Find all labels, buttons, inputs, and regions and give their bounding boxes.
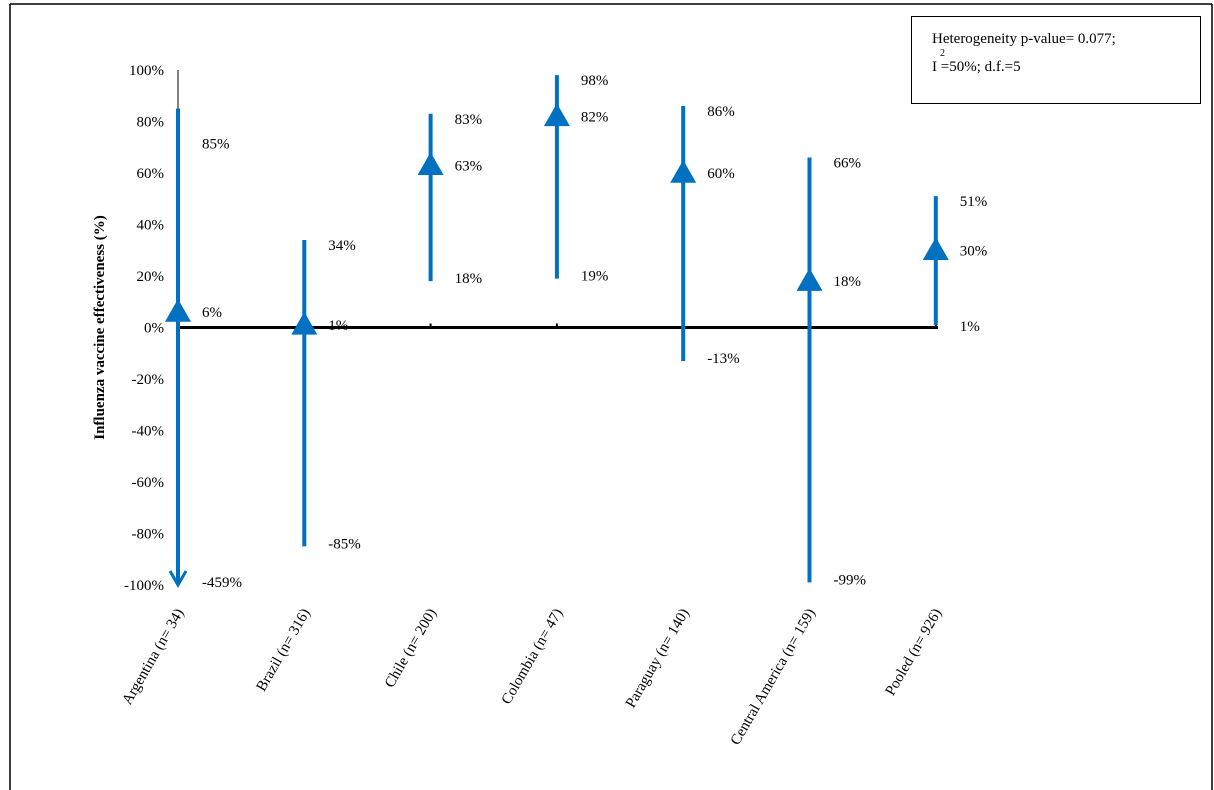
y-tick-label: -100% [124, 578, 164, 594]
category-label: Chile (n= 200) [382, 606, 440, 691]
lower-bound-label: 1% [960, 319, 980, 335]
y-tick-label: -60% [132, 475, 165, 491]
y-tick-label: -20% [132, 372, 165, 388]
category-label: Brazil (n= 316) [254, 606, 314, 694]
estimate-label: 6% [202, 305, 222, 321]
i-squared-text: I =50%; d.f.=5 [932, 59, 1021, 75]
upper-bound-label: 98% [581, 73, 609, 89]
upper-bound-label: 85% [202, 137, 230, 153]
estimate-label: 18% [834, 274, 862, 290]
category-label: Pooled (n= 926) [883, 606, 946, 699]
y-tick-label: -80% [132, 527, 165, 543]
lower-bound-label: -13% [707, 351, 740, 367]
category-label: Colombia (n= 47) [499, 606, 567, 707]
estimate-label: 82% [581, 109, 609, 125]
upper-bound-label: 34% [328, 238, 356, 254]
lower-bound-label: -459% [202, 575, 242, 591]
point-estimate-marker [670, 160, 697, 183]
y-tick-label: 20% [137, 269, 165, 285]
lower-bound-label: -99% [834, 572, 867, 588]
upper-bound-label: 86% [707, 104, 735, 120]
estimate-label: 60% [707, 166, 735, 182]
estimate-label: 1% [328, 318, 348, 334]
category-label: Argentina (n= 34) [120, 606, 188, 708]
y-tick-label: 60% [137, 166, 165, 182]
estimate-label: 63% [455, 158, 483, 174]
upper-bound-label: 51% [960, 194, 988, 210]
y-tick-label: 40% [137, 218, 165, 234]
y-tick-label: 80% [137, 115, 165, 131]
category-label: Central America (n= 159) [728, 606, 819, 748]
point-estimate-marker [291, 311, 318, 335]
i-squared-superscript: 2 [940, 48, 945, 59]
point-estimate-marker [165, 299, 191, 322]
point-estimate-marker [543, 103, 570, 127]
category-label: Paraguay (n= 140) [623, 606, 693, 711]
y-tick-label: 0% [144, 321, 164, 337]
estimate-label: 30% [960, 243, 988, 259]
upper-bound-label: 83% [455, 112, 483, 128]
point-estimate-marker [417, 152, 444, 176]
y-axis-title: Influenza vaccine effectiveness (%) [92, 215, 108, 440]
truncation-arrow [168, 570, 188, 589]
heterogeneity-annotation-box: Heterogeneity p-value= 0.077; 2 I =50%; … [911, 16, 1201, 104]
heterogeneity-text: Heterogeneity p-value= 0.077; [932, 31, 1116, 47]
point-estimate-marker [922, 237, 949, 260]
point-estimate-marker [796, 268, 823, 291]
y-tick-label: -40% [132, 424, 165, 440]
y-tick-label: 100% [129, 63, 164, 79]
lower-bound-label: 19% [581, 269, 609, 285]
lower-bound-label: 18% [455, 271, 483, 287]
upper-bound-label: 66% [834, 156, 862, 172]
lower-bound-label: -85% [328, 536, 361, 552]
